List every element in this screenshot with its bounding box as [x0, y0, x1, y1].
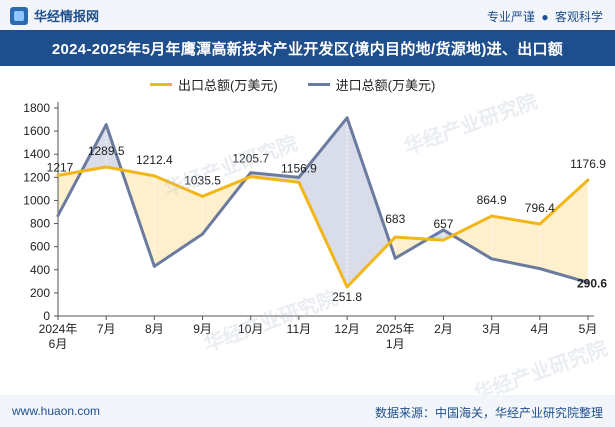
data-label-export: 1156.9 [281, 161, 317, 175]
area-segment [539, 180, 588, 283]
x-tick-label: 7月 [97, 322, 116, 336]
data-label-export: 1217 [47, 160, 74, 174]
logo-icon [10, 6, 28, 25]
series-line-import [56, 116, 589, 284]
series-point-export [441, 238, 445, 242]
y-tick-label: 1400 [23, 147, 50, 161]
series-point-export [297, 180, 301, 184]
data-label-export: 1176.9 [570, 157, 606, 171]
chart-title: 2024-2025年5月年鹰潭高新技术产业开发区(境内目的地/货源地)进、出口额 [0, 30, 615, 66]
series-line-export [57, 165, 590, 289]
x-tick-label: 5月 [579, 322, 598, 336]
data-label-export: 657 [433, 217, 453, 231]
series-point-export [249, 175, 253, 179]
bottom-bar: www.huaon.com 数据来源：中国海关，华经产业研究院整理 [0, 395, 615, 427]
legend-swatch-export [150, 83, 172, 86]
x-tick-label: 3月 [482, 322, 501, 336]
series-point-export [201, 194, 205, 198]
x-tick-label: 2025年 [376, 322, 415, 336]
series-point-import [249, 171, 253, 175]
x-tick-label: 8月 [145, 322, 164, 336]
x-tick-label: 2月 [434, 322, 453, 336]
series-point-import [490, 257, 494, 261]
slogan-left: 专业严谨 [487, 10, 536, 24]
x-tick-label: 1月 [386, 337, 405, 351]
y-tick-label: 1600 [23, 124, 50, 138]
bullet-icon: ● [541, 10, 549, 24]
series-point-import [297, 175, 301, 179]
series-point-import [345, 116, 349, 120]
x-tick-label: 4月 [530, 322, 549, 336]
series-point-import [586, 280, 590, 284]
data-label-export: 864.9 [477, 193, 507, 207]
data-label-export: 251.8 [332, 290, 362, 304]
legend-item-export: 出口总额(万美元) [150, 75, 278, 94]
x-tick-label: 12月 [334, 322, 359, 336]
series-point-import [104, 123, 108, 127]
legend-item-import: 进口总额(万美元) [307, 75, 436, 94]
data-label-export: 1205.7 [232, 152, 269, 166]
data-label-export: 683 [385, 212, 405, 226]
area-segment [452, 216, 492, 259]
x-tick-label: 10月 [238, 322, 263, 336]
y-tick-label: 600 [30, 240, 50, 254]
series-point-import [393, 256, 397, 260]
data-label-export: 1289.5 [88, 144, 125, 158]
y-tick-label: 200 [30, 286, 50, 300]
legend-label-import: 进口总额(万美元) [335, 78, 436, 93]
legend: 出口总额(万美元) 进口总额(万美元) [150, 75, 435, 94]
slogan-right: 客观科学 [554, 10, 603, 24]
series-point-import [441, 228, 445, 232]
series-point-import [538, 267, 542, 271]
data-label-export: 1212.4 [136, 153, 173, 167]
series-point-export [586, 178, 590, 182]
y-tick-label: 800 [30, 217, 50, 231]
series-point-import [152, 264, 156, 268]
data-source: 数据来源：中国海关，华经产业研究院整理 [374, 406, 603, 420]
top-bar: 华经情报网 专业严谨 ● 客观科学 [0, 0, 615, 30]
y-tick-label: 1800 [23, 101, 50, 115]
data-label-export: 1035.5 [184, 173, 221, 187]
y-tick-label: 400 [30, 263, 50, 277]
data-label-export: 796.4 [525, 201, 555, 215]
chart-svg: 0 200 400 600 800 1000 1200 1400 1600 1800 2024年6月… [23, 101, 607, 351]
x-tick-label: 6月 [49, 337, 68, 351]
series-point-import [201, 232, 205, 236]
series-point-export [538, 222, 542, 226]
brand[interactable]: 华经情报网 [10, 6, 99, 25]
x-tick-label: 11月 [287, 322, 311, 336]
series-point-export [490, 214, 494, 218]
y-tick-label: 1200 [23, 170, 50, 184]
series-point-export [152, 174, 156, 178]
series-point-export [56, 173, 60, 177]
data-label-import: 290.6 [577, 276, 607, 290]
x-tick-label: 2024年 [39, 322, 78, 336]
y-tick-label: 0 [43, 309, 50, 323]
y-tick-label: 1000 [23, 193, 50, 207]
slogan: 专业严谨 ● 客观科学 [487, 8, 603, 25]
brand-name: 华经情报网 [34, 9, 100, 24]
area-segment [154, 175, 203, 267]
series-point-export [393, 235, 397, 239]
site-link[interactable]: www.huaon.com [12, 404, 101, 418]
area-segment [298, 117, 348, 287]
legend-label-export: 出口总额(万美元) [178, 78, 278, 93]
series-point-import [56, 213, 60, 217]
series-point-export [104, 165, 108, 169]
series-point-export [345, 285, 349, 289]
legend-swatch-import [307, 83, 330, 86]
x-tick-label: 9月 [193, 322, 212, 336]
area-segment [491, 216, 540, 269]
area-segment [347, 117, 390, 287]
